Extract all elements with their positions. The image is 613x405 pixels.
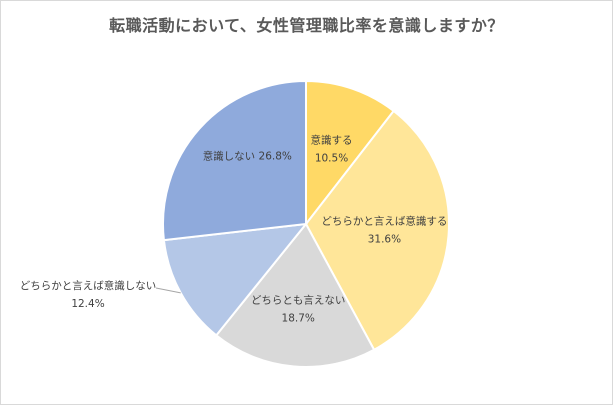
slice-value-1: 10.5% xyxy=(315,153,348,165)
pie-slice-2 xyxy=(304,109,450,352)
slice-value-3: 18.7% xyxy=(282,312,315,324)
slice-value-4: 12.4% xyxy=(71,298,104,310)
slice-label-4: どちらかと言えば意識しない xyxy=(20,279,157,292)
slice-label-3: どちらとも言えない xyxy=(251,293,346,306)
pie-slice-1 xyxy=(305,79,396,227)
chart-title: 転職活動において、女性管理職比率を意識しますか？ xyxy=(109,16,504,35)
slice-label-1: 意識する xyxy=(311,134,353,147)
leader-line-4 xyxy=(155,287,181,294)
pie-slice-3 xyxy=(214,222,376,368)
slice-label-5: 意識しない 26.8% xyxy=(203,150,292,163)
slice-value-2: 31.6% xyxy=(368,233,401,245)
pie-slice-5 xyxy=(162,79,307,242)
slice-label-2: どちらかと言えば意識する xyxy=(321,214,447,227)
